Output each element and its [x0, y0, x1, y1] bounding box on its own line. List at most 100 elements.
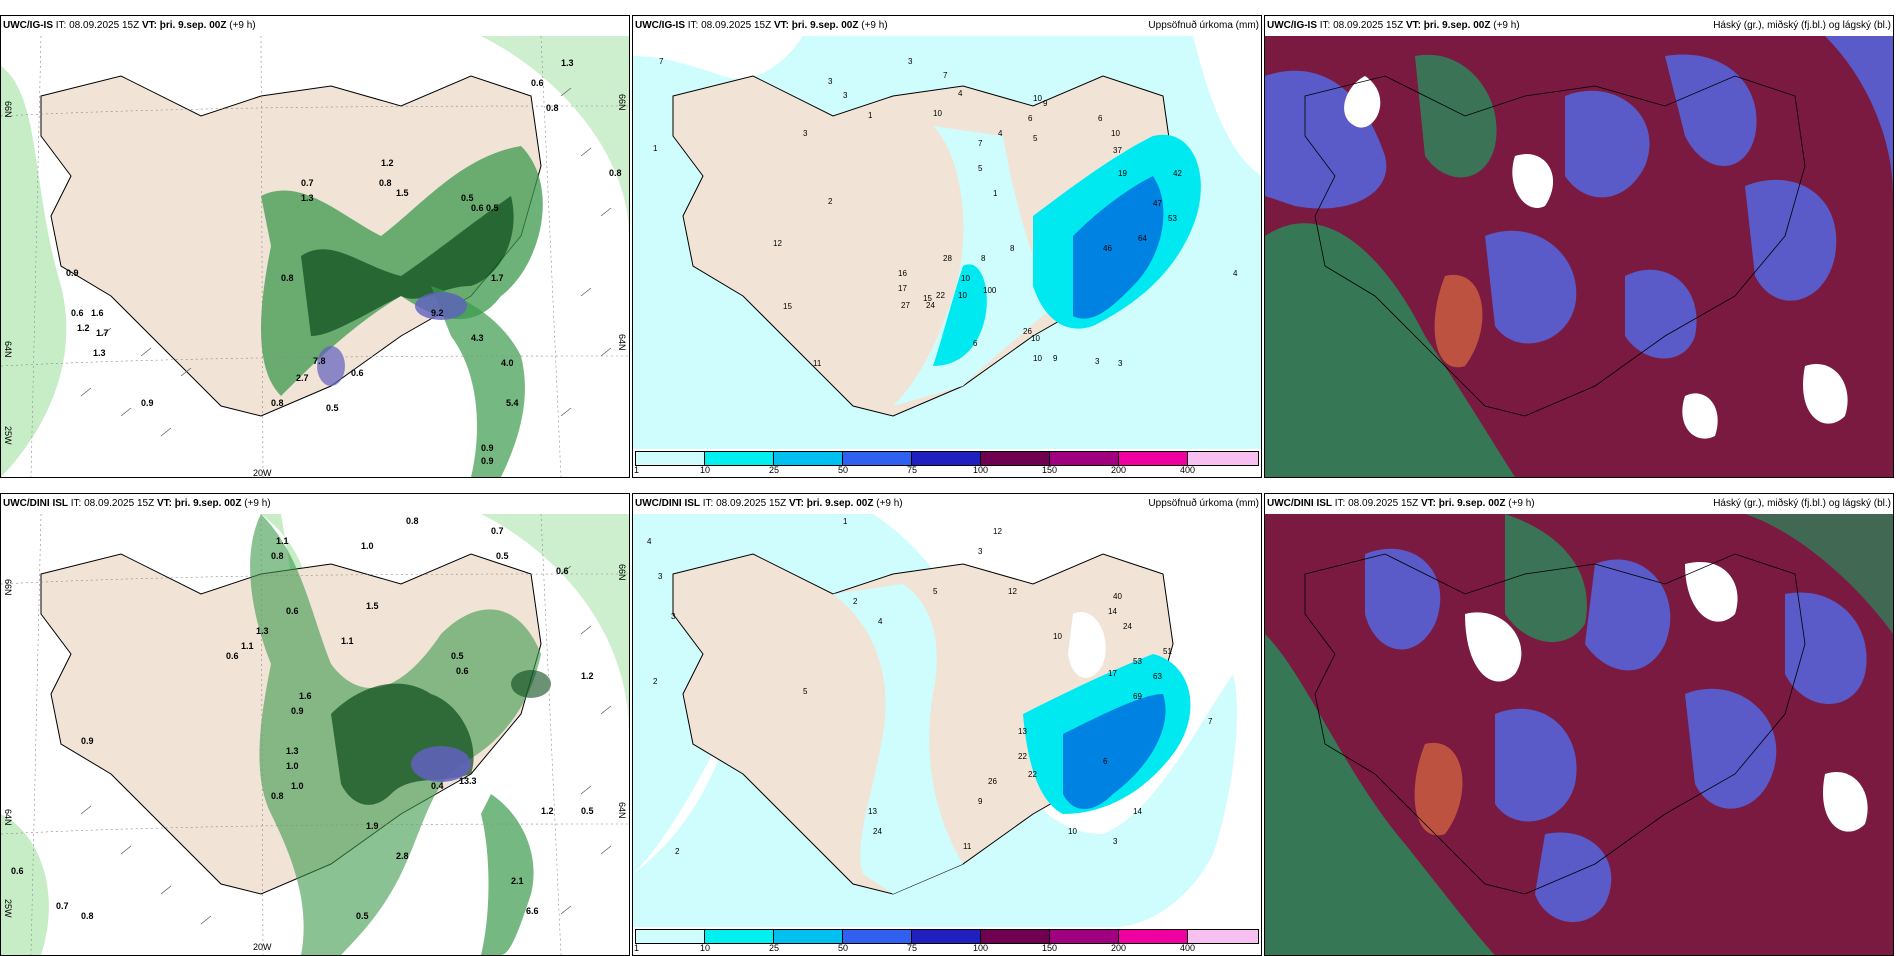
svg-text:14: 14: [1133, 807, 1142, 816]
cloud-map[interactable]: [1265, 514, 1893, 955]
model-name: UWC/DINI ISL: [635, 498, 700, 509]
svg-text:9.2: 9.2: [431, 308, 444, 318]
svg-text:0.6: 0.6: [556, 566, 569, 576]
vt-label: VT:: [141, 20, 157, 31]
svg-text:13: 13: [1018, 727, 1027, 736]
legend-bar: [635, 451, 1259, 466]
legend-tick: 400: [1180, 465, 1196, 475]
svg-text:9: 9: [1053, 354, 1058, 363]
svg-text:0.8: 0.8: [379, 178, 392, 188]
lat-label: 64N: [3, 809, 13, 826]
lon-label: 20W: [253, 468, 272, 478]
svg-text:5: 5: [933, 587, 938, 596]
svg-text:3: 3: [671, 612, 676, 621]
svg-text:9: 9: [978, 797, 983, 806]
svg-text:6.6: 6.6: [526, 906, 539, 916]
svg-text:26: 26: [988, 777, 997, 786]
legend-tick: 50: [838, 465, 849, 475]
legend-tick: 25: [769, 943, 780, 953]
valid-time: þri. 9.sep. 00Z: [806, 498, 874, 509]
svg-text:100: 100: [983, 286, 997, 295]
svg-text:0.9: 0.9: [66, 268, 79, 278]
legend-bar: [635, 929, 1259, 944]
valid-time: þri. 9.sep. 00Z: [1423, 20, 1491, 31]
svg-text:1.5: 1.5: [366, 601, 379, 611]
svg-text:0.6: 0.6: [531, 78, 544, 88]
svg-text:1.0: 1.0: [361, 541, 374, 551]
svg-text:17: 17: [1108, 669, 1117, 678]
svg-text:1.2: 1.2: [77, 323, 90, 333]
legend-tick: 100: [973, 465, 989, 475]
svg-text:1.2: 1.2: [541, 806, 554, 816]
svg-text:0.5: 0.5: [581, 806, 594, 816]
svg-text:15: 15: [783, 302, 792, 311]
svg-text:0.8: 0.8: [281, 273, 294, 283]
svg-text:7.8: 7.8: [313, 356, 326, 366]
panel-dini-cloud-cover: UWC/DINI ISL IT: 08.09.2025 15Z VT: þri.…: [1264, 493, 1894, 956]
svg-text:3: 3: [658, 572, 663, 581]
svg-text:1.3: 1.3: [256, 626, 269, 636]
svg-text:4: 4: [878, 617, 883, 626]
svg-text:1.2: 1.2: [381, 158, 394, 168]
svg-text:11: 11: [963, 842, 972, 851]
svg-text:1: 1: [843, 517, 848, 526]
valid-time: þri. 9.sep. 00Z: [1438, 498, 1506, 509]
svg-text:5: 5: [978, 164, 983, 173]
svg-text:4.0: 4.0: [501, 358, 514, 368]
map-graphic: [1265, 36, 1893, 477]
svg-text:0.5: 0.5: [461, 193, 474, 203]
svg-text:12: 12: [773, 239, 782, 248]
init-time: 08.09.2025 15Z: [1348, 498, 1419, 509]
precip-map[interactable]: 1.1 0.8 1.0 0.8 0.7 0.5 0.6 0.6 1.5 1.3 1.1 0.6 …: [1, 514, 629, 955]
svg-text:27: 27: [901, 301, 910, 310]
precip-values: 1.10.81.0 0.80.70.5 0.60.6 1.5 1.31.10.6 …: [11, 516, 594, 921]
it-label: IT:: [1319, 20, 1331, 31]
svg-text:0.8: 0.8: [81, 911, 94, 921]
svg-text:7: 7: [943, 71, 948, 80]
svg-text:10: 10: [1068, 827, 1077, 836]
svg-text:7: 7: [659, 57, 664, 66]
svg-text:8: 8: [981, 254, 986, 263]
svg-text:10: 10: [1053, 632, 1062, 641]
precip-map[interactable]: 0.6 1.3 0.8 0.8 0.7 1.3 0.5 0.6 0.5 1.2 0.8 1.5 …: [1, 36, 629, 477]
lat-label: 66N: [617, 94, 627, 111]
svg-text:0.9: 0.9: [291, 706, 304, 716]
lat-label: 66N: [3, 101, 13, 118]
lead-time: (+9 h): [1493, 20, 1520, 31]
svg-text:2: 2: [675, 847, 680, 856]
svg-text:1.1: 1.1: [341, 636, 354, 646]
svg-text:1.6: 1.6: [299, 691, 312, 701]
svg-text:24: 24: [926, 301, 935, 310]
svg-text:53: 53: [1133, 657, 1142, 666]
svg-text:1: 1: [868, 111, 873, 120]
svg-text:0.9: 0.9: [481, 443, 494, 453]
svg-text:6: 6: [1098, 114, 1103, 123]
svg-text:8: 8: [1010, 244, 1015, 253]
svg-text:9: 9: [1043, 99, 1048, 108]
model-name: UWC/IG-IS: [1267, 20, 1317, 31]
precip-legend: 1 10 25 50 75 100 150 200 400: [633, 927, 1261, 955]
svg-text:64: 64: [1138, 234, 1147, 243]
svg-text:0.6: 0.6: [226, 651, 239, 661]
svg-text:53: 53: [1168, 214, 1177, 223]
panel-header: UWC/IG-IS IT: 08.09.2025 15Z VT: þri. 9.…: [1, 16, 629, 36]
svg-text:10: 10: [1031, 334, 1040, 343]
svg-text:0.7: 0.7: [491, 526, 504, 536]
svg-text:0.5: 0.5: [451, 651, 464, 661]
svg-text:6: 6: [1028, 114, 1033, 123]
svg-text:0.5: 0.5: [326, 403, 339, 413]
svg-text:4: 4: [958, 89, 963, 98]
it-label: IT:: [70, 498, 82, 509]
svg-text:1.1: 1.1: [276, 536, 289, 546]
panel-header: UWC/IG-IS IT: 08.09.2025 15Z VT: þri. 9.…: [1265, 16, 1893, 36]
svg-text:1.1: 1.1: [241, 641, 254, 651]
svg-text:37: 37: [1113, 146, 1122, 155]
svg-text:0.6: 0.6: [456, 666, 469, 676]
cloud-map[interactable]: [1265, 36, 1893, 477]
svg-text:1.7: 1.7: [96, 328, 109, 338]
map-graphic: [1265, 514, 1893, 955]
